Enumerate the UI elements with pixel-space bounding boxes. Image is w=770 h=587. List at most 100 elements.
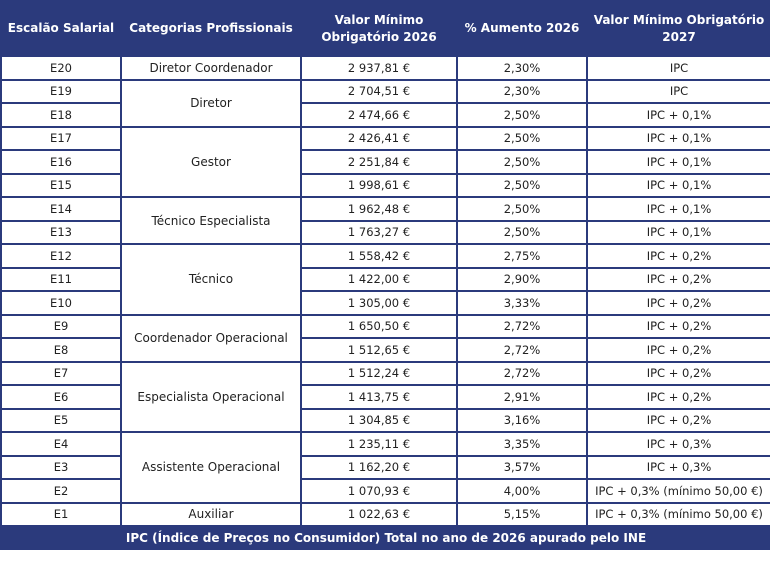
escalao-cell: E11 — [0, 266, 122, 292]
valor-2027-cell: IPC + 0,3% (mínimo 50,00 €) — [586, 478, 770, 504]
categoria-cell: Diretor Coordenador — [120, 55, 302, 81]
aumento-2026-cell: 2,30% — [456, 55, 588, 81]
table-row: E20 Diretor Coordenador 2 937,81 €2,30% IPC — [0, 55, 770, 81]
header-escalao: Escalão Salarial — [0, 0, 122, 57]
escalao-cell: E10 — [0, 290, 122, 316]
valor-2027-cell: IPC + 0,1% — [586, 219, 770, 245]
escalao-cell: E16 — [0, 149, 122, 175]
valor-2027-cell: IPC + 0,2% — [586, 384, 770, 410]
valor-2026-cell: 1 022,63 € — [300, 501, 458, 527]
escalao-cell: E4 — [0, 431, 122, 457]
aumento-2026-cell: 2,50% — [456, 219, 588, 245]
valor-2026-cell: 1 998,61 € — [300, 172, 458, 198]
header-valor-2026: Valor Mínimo Obrigatório 2026 — [300, 0, 458, 57]
valor-2027-cell: IPC + 0,1% — [586, 149, 770, 175]
categoria-cell: Especialista Operacional — [120, 360, 302, 433]
escalao-cell: E1 — [0, 501, 122, 527]
valor-2026-cell: 2 704,51 € — [300, 78, 458, 104]
table-row: E11 1 422,00 €2,90% IPC + 0,2% — [0, 266, 770, 292]
valor-2027-cell: IPC + 0,2% — [586, 290, 770, 316]
valor-2026-cell: 1 650,50 € — [300, 313, 458, 339]
valor-2027-cell: IPC + 0,3% — [586, 454, 770, 480]
escalao-cell: E12 — [0, 243, 122, 269]
escalao-cell: E17 — [0, 125, 122, 151]
header-valor-2027: Valor Mínimo Obrigatório 2027 — [586, 0, 770, 57]
aumento-2026-cell: 2,50% — [456, 172, 588, 198]
valor-2026-cell: 1 763,27 € — [300, 219, 458, 245]
valor-2027-cell: IPC — [586, 78, 770, 104]
escalao-cell: E8 — [0, 337, 122, 363]
escalao-cell: E7 — [0, 360, 122, 386]
aumento-2026-cell: 2,50% — [456, 125, 588, 151]
valor-2026-cell: 1 235,11 € — [300, 431, 458, 457]
escalao-cell: E6 — [0, 384, 122, 410]
table-row: E5 1 304,85 €3,16% IPC + 0,2% — [0, 407, 770, 433]
valor-2027-cell: IPC + 0,1% — [586, 102, 770, 128]
valor-2027-cell: IPC + 0,2% — [586, 243, 770, 269]
categoria-cell: Diretor — [120, 78, 302, 128]
table-row: E10 1 305,00 €3,33% IPC + 0,2% — [0, 290, 770, 316]
valor-2027-cell: IPC + 0,2% — [586, 360, 770, 386]
table-row: E13 1 763,27 €2,50% IPC + 0,1% — [0, 219, 770, 245]
aumento-2026-cell: 2,72% — [456, 313, 588, 339]
escalao-cell: E15 — [0, 172, 122, 198]
aumento-2026-cell: 3,57% — [456, 454, 588, 480]
valor-2027-cell: IPC + 0,2% — [586, 313, 770, 339]
aumento-2026-cell: 2,50% — [456, 196, 588, 222]
valor-2026-cell: 1 162,20 € — [300, 454, 458, 480]
aumento-2026-cell: 2,75% — [456, 243, 588, 269]
aumento-2026-cell: 4,00% — [456, 478, 588, 504]
categoria-cell: Auxiliar — [120, 501, 302, 527]
table-row: E8 1 512,65 €2,72% IPC + 0,2% — [0, 337, 770, 363]
categoria-cell: Coordenador Operacional — [120, 313, 302, 363]
valor-2027-cell: IPC + 0,2% — [586, 337, 770, 363]
escalao-cell: E13 — [0, 219, 122, 245]
escalao-cell: E9 — [0, 313, 122, 339]
table-row: E12 Técnico 1 558,42 €2,75% IPC + 0,2% — [0, 243, 770, 316]
valor-2026-cell: 2 251,84 € — [300, 149, 458, 175]
table-row: E4 Assistente Operacional 1 235,11 €3,35% I… — [0, 431, 770, 504]
aumento-2026-cell: 2,90% — [456, 266, 588, 292]
aumento-2026-cell: 3,35% — [456, 431, 588, 457]
valor-2027-cell: IPC + 0,3% (mínimo 50,00 €) — [586, 501, 770, 527]
table-row: E14 Técnico Especialista 1 962,48 €2,50% IP… — [0, 196, 770, 245]
escalao-cell: E3 — [0, 454, 122, 480]
header-categorias: Categorias Profissionais — [120, 0, 302, 57]
valor-2027-cell: IPC + 0,1% — [586, 196, 770, 222]
table-row: E3 1 162,20 €3,57% IPC + 0,3% — [0, 454, 770, 480]
valor-2027-cell: IPC + 0,1% — [586, 125, 770, 151]
valor-2026-cell: 1 304,85 € — [300, 407, 458, 433]
valor-2026-cell: 1 070,93 € — [300, 478, 458, 504]
table-body: E20 Diretor Coordenador 2 937,81 €2,30% IPC… — [0, 55, 770, 527]
valor-2027-cell: IPC + 0,3% — [586, 431, 770, 457]
valor-2026-cell: 1 962,48 € — [300, 196, 458, 222]
table-header: Escalão Salarial Categorias Profissionai… — [0, 0, 770, 57]
salary-table: Escalão Salarial Categorias Profissionai… — [0, 0, 770, 550]
categoria-cell: Técnico Especialista — [120, 196, 302, 245]
valor-2026-cell: 1 512,24 € — [300, 360, 458, 386]
valor-2026-cell: 2 426,41 € — [300, 125, 458, 151]
table-row: E9 Coordenador Operacional 1 650,50 €2,72%… — [0, 313, 770, 363]
table-row: E7 Especialista Operacional 1 512,24 €2,72… — [0, 360, 770, 433]
valor-2026-cell: 2 937,81 € — [300, 55, 458, 81]
table-row: E1 Auxiliar 1 022,63 €5,15% IPC + 0,3% (mín… — [0, 501, 770, 527]
table-footer-note: IPC (Índice de Preços no Consumidor) Tot… — [0, 525, 770, 550]
valor-2026-cell: 1 512,65 € — [300, 337, 458, 363]
aumento-2026-cell: 5,15% — [456, 501, 588, 527]
escalao-cell: E2 — [0, 478, 122, 504]
header-aumento-2026: % Aumento 2026 — [456, 0, 588, 57]
escalao-cell: E19 — [0, 78, 122, 104]
valor-2026-cell: 1 558,42 € — [300, 243, 458, 269]
valor-2026-cell: 2 474,66 € — [300, 102, 458, 128]
valor-2026-cell: 1 422,00 € — [300, 266, 458, 292]
aumento-2026-cell: 2,72% — [456, 360, 588, 386]
table-row: E19 Diretor 2 704,51 €2,30% IPC — [0, 78, 770, 128]
valor-2027-cell: IPC + 0,2% — [586, 266, 770, 292]
valor-2027-cell: IPC + 0,2% — [586, 407, 770, 433]
escalao-cell: E20 — [0, 55, 122, 81]
aumento-2026-cell: 3,33% — [456, 290, 588, 316]
escalao-cell: E18 — [0, 102, 122, 128]
table-row: E17 Gestor 2 426,41 €2,50% IPC + 0,1% — [0, 125, 770, 198]
aumento-2026-cell: 2,91% — [456, 384, 588, 410]
aumento-2026-cell: 2,72% — [456, 337, 588, 363]
